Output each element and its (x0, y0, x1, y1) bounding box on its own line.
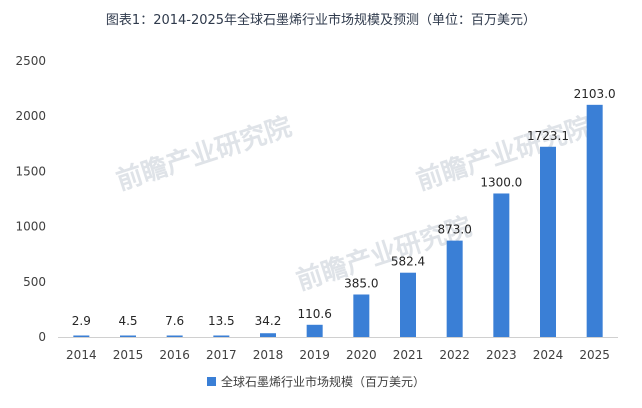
bar (446, 240, 463, 337)
data-label: 4.5 (118, 314, 137, 328)
bar (306, 324, 323, 337)
x-tick-label: 2022 (439, 348, 470, 362)
y-tick-label: 2500 (15, 54, 46, 68)
bar (73, 335, 90, 337)
data-label: 34.2 (255, 314, 282, 328)
data-label: 873.0 (437, 223, 471, 237)
x-axis: 2014 2015 2016 2017 2018 2019 2020 2021 2022 2023… (66, 348, 610, 362)
x-tick-label: 2021 (393, 348, 424, 362)
x-tick-label: 2018 (253, 348, 284, 362)
bar (166, 335, 183, 337)
y-axis: 0 500 1000 1500 2000 2500 (15, 54, 46, 344)
data-label: 1300.0 (480, 175, 522, 189)
data-label: 2.9 (72, 314, 91, 328)
data-label: 110.6 (297, 307, 331, 321)
bar-series (73, 104, 603, 337)
data-labels: 2.9 4.5 7.6 13.5 34.2 110.6 385.0 582.4 873.0 130… (72, 87, 616, 328)
bar (493, 193, 510, 337)
y-tick-label: 0 (38, 330, 46, 344)
bar (260, 333, 276, 337)
legend: 全球石墨烯行业市场规模（百万美元） (207, 374, 425, 389)
x-tick-label: 2024 (533, 348, 564, 362)
data-label: 13.5 (208, 314, 235, 328)
bar (353, 294, 370, 337)
bar-chart: 前瞻产业研究院 前瞻产业研究院 前瞻产业研究院 0 500 1000 1500 2000 25… (0, 40, 642, 408)
bar (586, 104, 603, 337)
y-tick-label: 1000 (15, 220, 46, 234)
legend-swatch (207, 377, 216, 386)
x-tick-label: 2020 (346, 348, 377, 362)
chart-title: 图表1：2014-2025年全球石墨烯行业市场规模及预测（单位：百万美元） (105, 13, 537, 28)
x-tick-label: 2019 (299, 348, 330, 362)
y-tick-label: 2000 (15, 109, 46, 123)
bar (540, 146, 556, 337)
y-tick-label: 500 (23, 275, 46, 289)
x-tick-label: 2016 (159, 348, 190, 362)
watermark-text: 前瞻产业研究院 (113, 111, 296, 197)
x-tick-label: 2015 (113, 348, 144, 362)
data-label: 385.0 (344, 276, 378, 290)
x-tick-label: 2023 (486, 348, 517, 362)
data-label: 7.6 (165, 314, 184, 328)
data-label: 1723.1 (527, 129, 569, 143)
bar (400, 272, 416, 337)
bar (120, 335, 136, 337)
y-tick-label: 1500 (15, 164, 46, 178)
data-label: 2103.0 (574, 87, 616, 101)
bar (213, 335, 230, 337)
x-tick-label: 2017 (206, 348, 237, 362)
x-tick-label: 2025 (579, 348, 610, 362)
data-label: 582.4 (391, 255, 425, 269)
legend-label: 全球石墨烯行业市场规模（百万美元） (221, 374, 425, 389)
x-tick-label: 2014 (66, 348, 97, 362)
